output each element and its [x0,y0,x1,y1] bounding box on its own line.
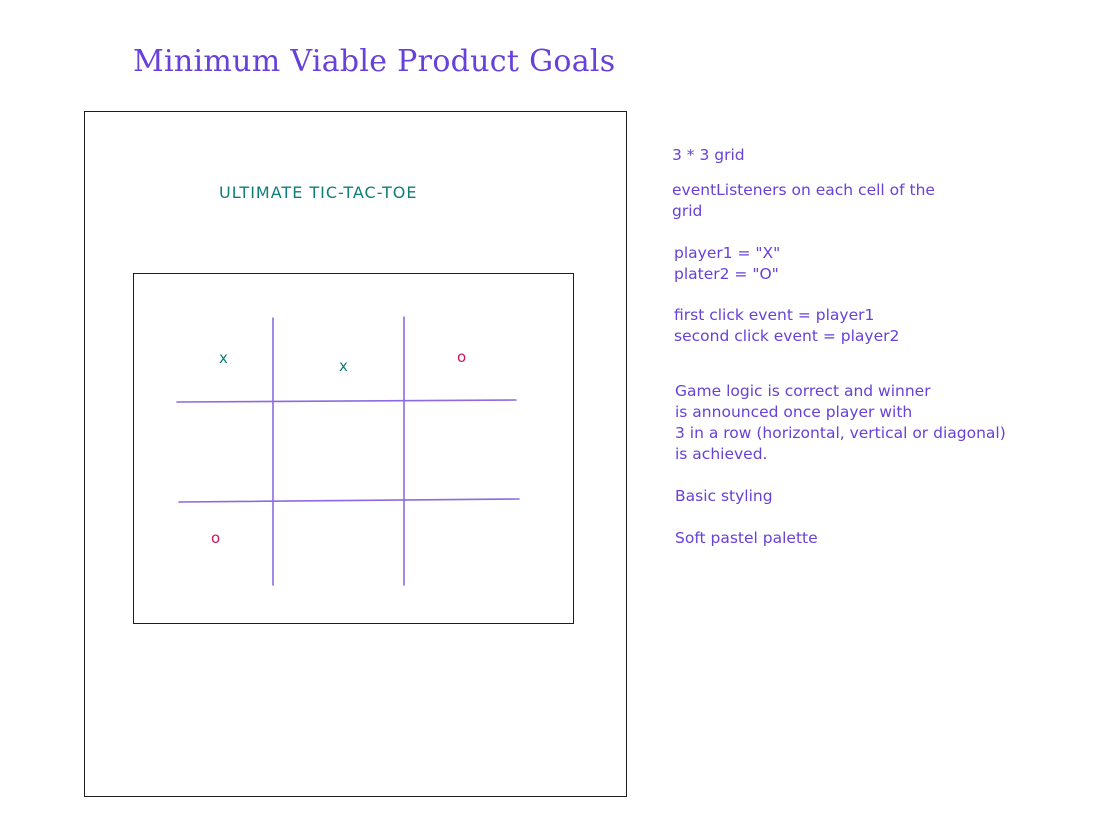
mark-o-cell-1-3[interactable]: o [457,348,467,366]
note-click-events: first click event = player1 second click… [674,306,900,345]
game-board [133,273,574,624]
mark-x-cell-1-2[interactable]: x [339,357,348,375]
mark-x-cell-1-1[interactable]: x [219,349,228,367]
note-players: player1 = "X" plater2 = "O" [674,244,781,283]
note-event-listeners: eventListeners on each cell of the grid [672,181,935,220]
note-grid-size: 3 * 3 grid [672,146,745,164]
mark-o-cell-3-1[interactable]: o [211,529,221,547]
note-game-logic: Game logic is correct and winner is anno… [675,382,1006,463]
note-palette: Soft pastel palette [675,529,818,547]
page-title: Minimum Viable Product Goals [133,44,616,79]
game-title: ULTIMATE TIC-TAC-TOE [219,183,418,202]
note-basic-styling: Basic styling [675,487,773,505]
mockup-frame [84,111,627,797]
